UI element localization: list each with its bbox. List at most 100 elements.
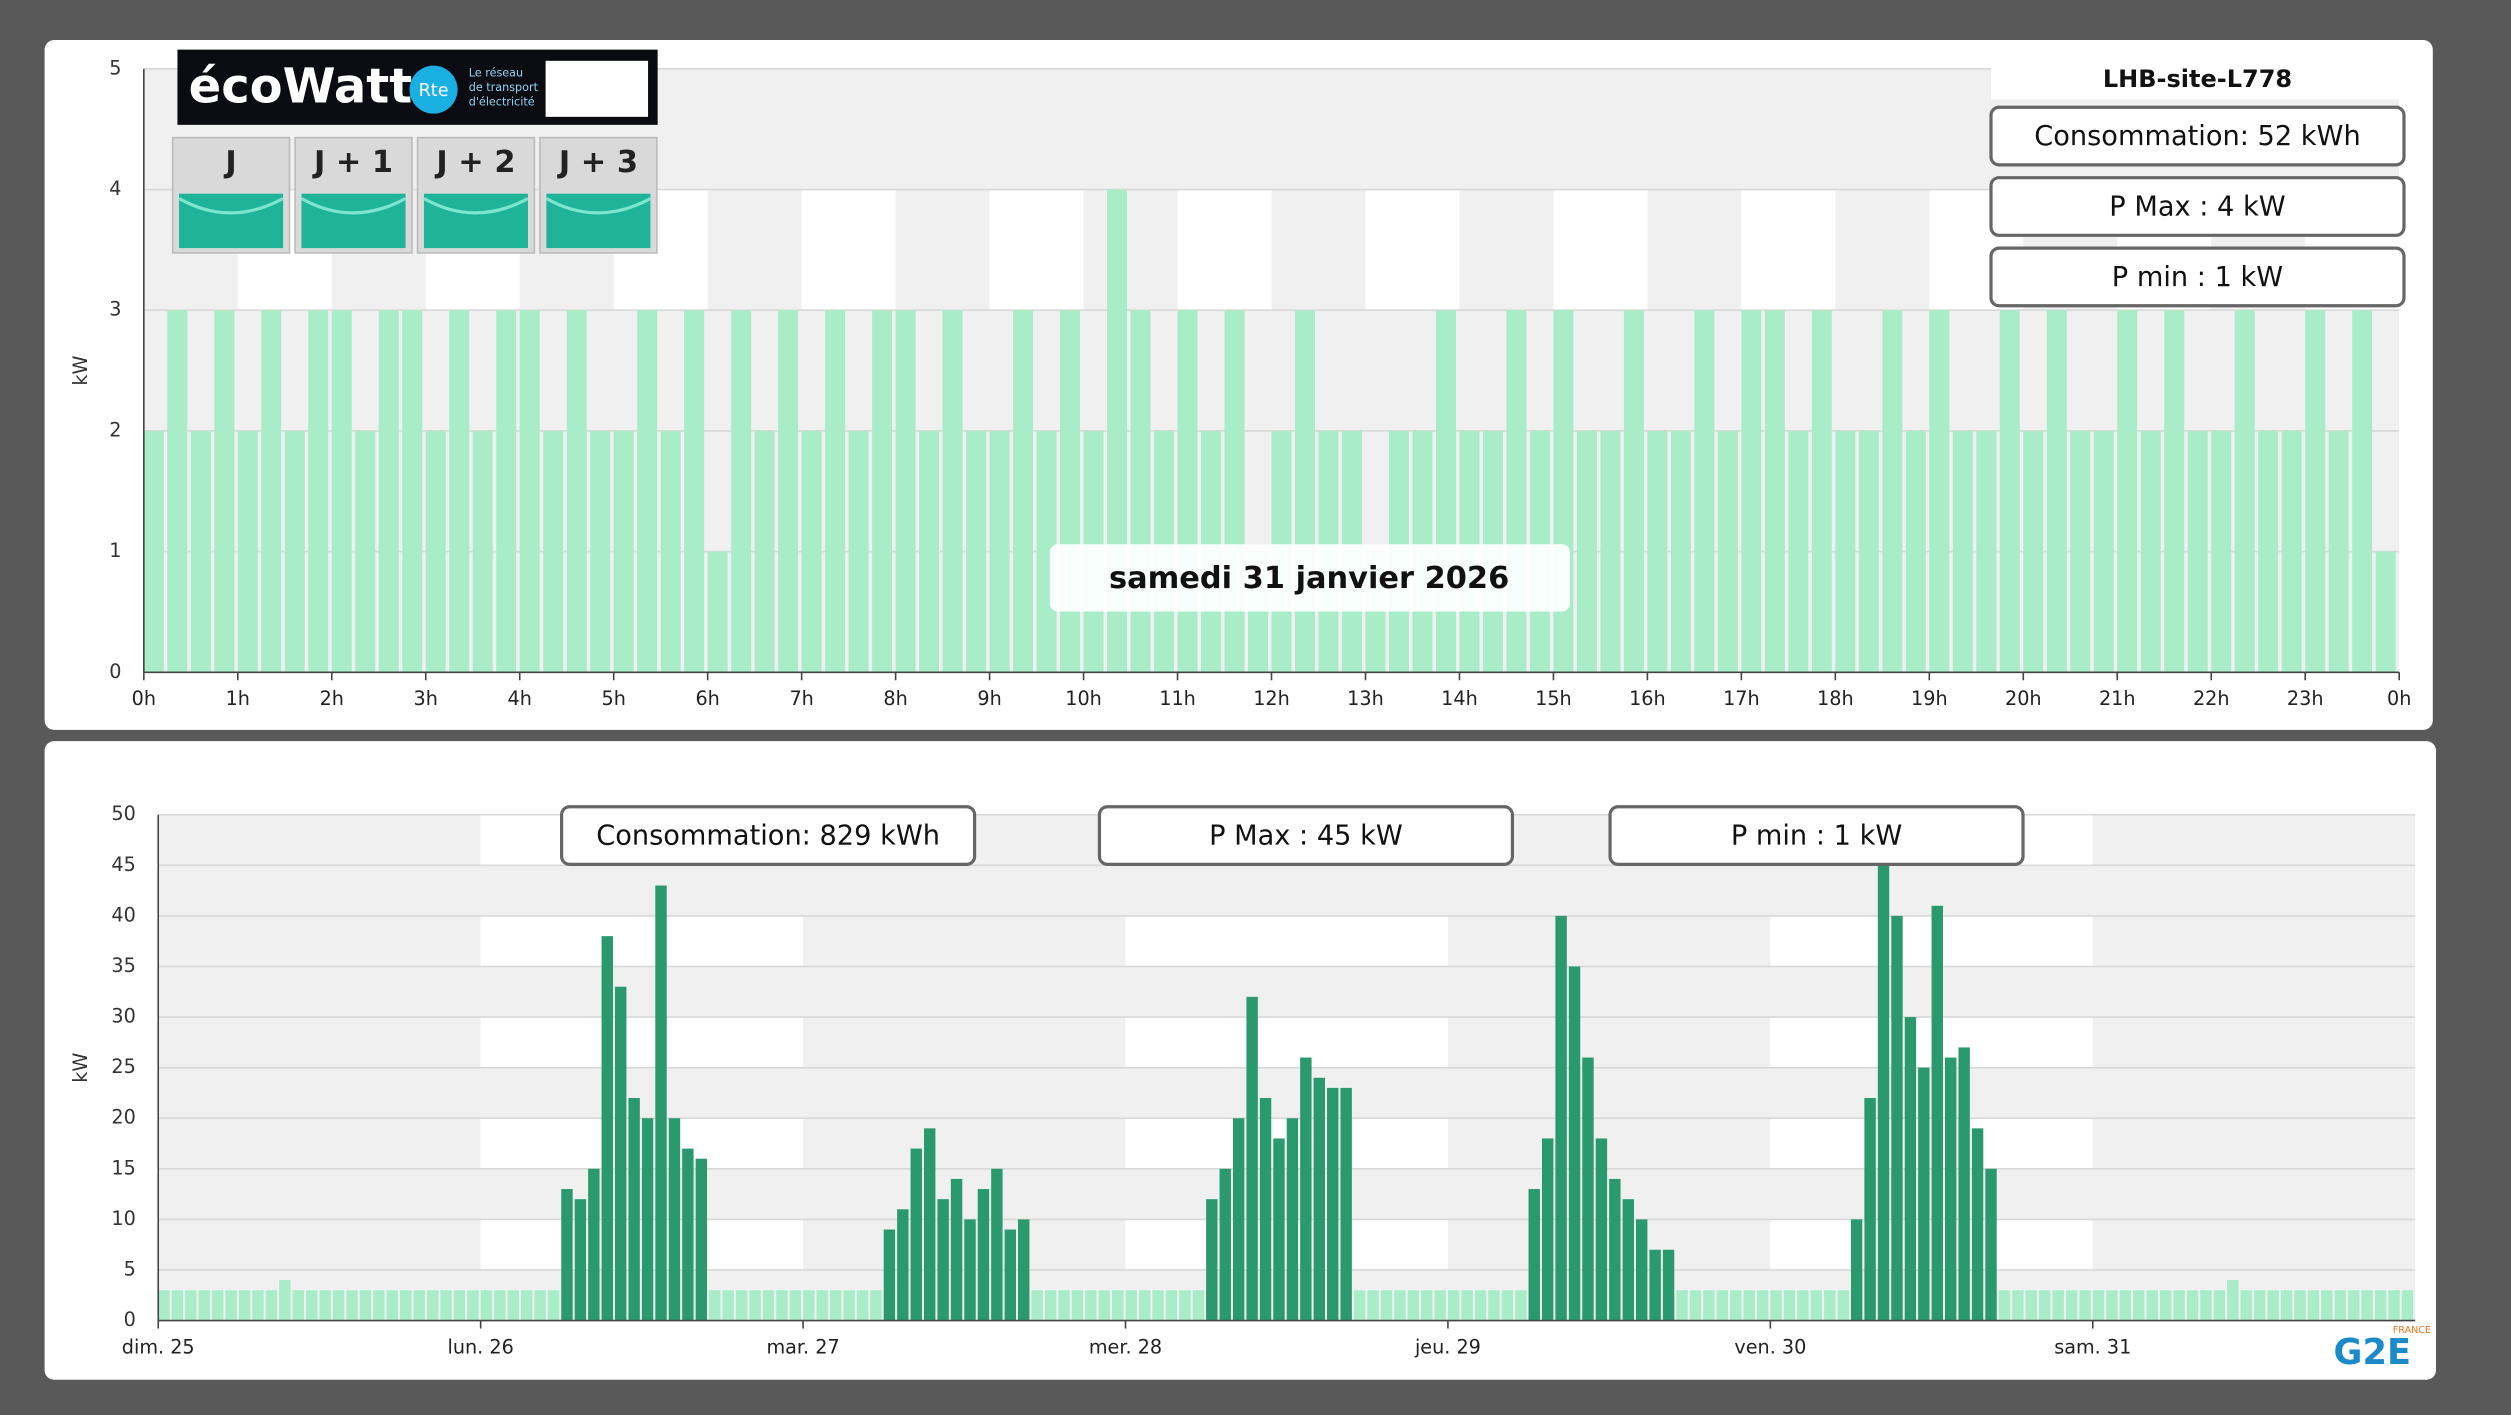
x-tick-label: dim. 25: [122, 1335, 195, 1358]
bar: [2140, 430, 2161, 673]
bar: [707, 551, 728, 673]
x-tick-label: 8h: [883, 687, 907, 710]
bar: [1421, 1290, 1433, 1321]
bar: [1703, 1290, 1715, 1321]
plot-band: [801, 189, 896, 311]
bar: [378, 310, 399, 673]
x-tick-label: jeu. 29: [1414, 1335, 1481, 1358]
bar: [1474, 1290, 1487, 1321]
plot-band: [1125, 1219, 1448, 1270]
bar: [803, 1290, 815, 1321]
info-text: P Max : 4 kW: [2109, 192, 2285, 223]
bar: [198, 1290, 210, 1321]
bar: [1647, 430, 1668, 673]
bar: [1273, 1138, 1285, 1321]
bar: [2388, 1290, 2400, 1321]
bar: [306, 1290, 318, 1321]
bar: [265, 1290, 278, 1321]
bar: [1071, 1290, 1084, 1321]
brand-country: FRANCE: [2393, 1325, 2431, 1336]
bar: [923, 1128, 936, 1321]
bar: [1850, 1219, 1863, 1321]
bar: [1044, 1290, 1057, 1321]
day-signal: [301, 193, 406, 249]
plot-band: [1770, 1219, 2093, 1270]
bar: [2294, 1290, 2306, 1321]
plot-band: [1770, 1017, 2093, 1068]
bar: [225, 1290, 237, 1321]
day-signal-wave: [300, 197, 407, 215]
logo-part: Watt: [283, 59, 413, 115]
bar: [731, 310, 752, 673]
day-label: J: [223, 145, 236, 180]
y-tick-label: 0: [109, 660, 121, 683]
bar: [919, 430, 940, 673]
bar: [1295, 310, 1315, 673]
bar: [1031, 1290, 1043, 1321]
plot-band: [480, 1118, 804, 1169]
bar: [682, 1148, 694, 1321]
info-text: P min : 1 kW: [1731, 821, 1902, 852]
info-text-box: [1989, 105, 2406, 167]
bar: [776, 1290, 788, 1321]
bar: [2164, 310, 2185, 673]
bar: [1060, 310, 1081, 673]
bar: [601, 936, 613, 1321]
bar: [1770, 1290, 1782, 1321]
info-text: P Max : 45 kW: [1209, 821, 1403, 852]
bar: [883, 1229, 896, 1321]
bar: [284, 430, 305, 673]
bar: [1622, 1199, 1634, 1321]
x-tick-label: 16h: [1629, 687, 1666, 710]
bar: [989, 430, 1010, 673]
day-signal-wave: [545, 197, 652, 215]
bar: [789, 1290, 802, 1321]
bar: [1929, 310, 1950, 673]
bar: [1810, 1290, 1823, 1321]
plot-band: [480, 1017, 804, 1068]
bar: [1192, 1290, 1205, 1321]
bar: [1958, 1047, 1970, 1321]
bar: [897, 1209, 909, 1321]
x-tick-label: 17h: [1723, 687, 1760, 710]
y-tick-label: 0: [124, 1308, 136, 1331]
bar: [848, 430, 869, 673]
bar: [143, 430, 164, 673]
bar: [308, 310, 329, 673]
bar: [2070, 430, 2091, 673]
bar: [1340, 1087, 1352, 1321]
info-text: Consommation: 829 kWh: [596, 821, 940, 852]
rte-logo: [409, 65, 458, 114]
bar: [964, 1219, 976, 1321]
bar: [735, 1290, 748, 1321]
x-tick-label: 14h: [1441, 687, 1478, 710]
bar: [825, 310, 846, 673]
bar: [829, 1290, 842, 1321]
y-tick-label: 10: [111, 1207, 135, 1230]
y-tick-label: 4: [109, 177, 121, 200]
y-tick-label: 3: [109, 298, 121, 321]
y-tick-label: 40: [111, 903, 135, 926]
plot-band: [1125, 1118, 1448, 1169]
bar: [2267, 1290, 2279, 1321]
bar: [1541, 1138, 1554, 1321]
x-tick-label: 1h: [226, 687, 250, 710]
bar: [1515, 1290, 1527, 1321]
bar: [2234, 310, 2255, 673]
bar: [1506, 310, 1527, 673]
bar: [722, 1290, 734, 1321]
bar: [453, 1290, 466, 1321]
rte-subtitle: Le réseau: [469, 67, 523, 80]
bar: [2052, 1290, 2064, 1321]
bar: [1730, 1290, 1742, 1321]
bar: [1380, 1290, 1393, 1321]
bar: [2106, 1290, 2118, 1321]
bar: [1085, 1290, 1097, 1321]
x-tick-label: 12h: [1253, 687, 1290, 710]
bar: [2012, 1290, 2024, 1321]
bar: [1286, 1118, 1299, 1321]
bar: [2328, 430, 2349, 673]
info-text-box: [1989, 246, 2406, 308]
bar: [1098, 1290, 1111, 1321]
